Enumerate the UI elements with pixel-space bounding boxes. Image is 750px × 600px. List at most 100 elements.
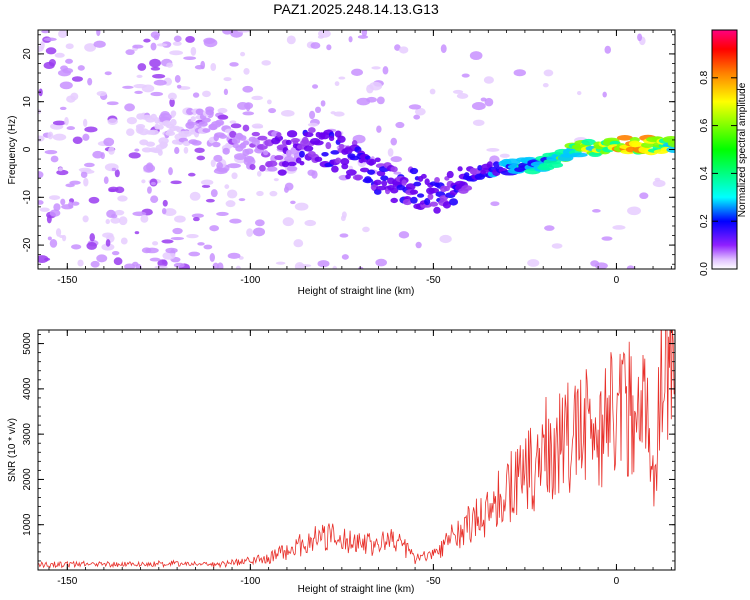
spectral-blob	[128, 152, 141, 159]
y-tick-label: 1000	[22, 513, 33, 536]
spectral-blob	[320, 100, 326, 107]
spectral-blob	[60, 198, 66, 206]
spectral-blob	[47, 131, 54, 140]
ridge-blob	[424, 198, 431, 206]
ridge-blob	[290, 138, 300, 143]
spectral-blob	[154, 265, 168, 269]
ridge-blob	[229, 130, 237, 138]
spectral-blob	[93, 40, 106, 48]
spectral-blob	[413, 114, 421, 120]
spectral-blob	[340, 215, 346, 222]
ridge-blob	[334, 130, 342, 138]
ridge-blob	[366, 158, 377, 166]
ridge-blob	[346, 169, 357, 176]
spectral-blob	[452, 89, 464, 94]
ridge-blob	[390, 197, 398, 204]
spectral-blob	[193, 216, 200, 222]
spectral-blob	[304, 219, 317, 227]
ridge-blob	[331, 165, 339, 173]
spectral-blob	[161, 207, 167, 215]
spectral-blob	[225, 200, 236, 208]
x-tick-label: 0	[614, 275, 620, 286]
y-tick-label: 4000	[22, 377, 33, 400]
spectral-blob	[64, 116, 69, 126]
spectral-blob	[173, 35, 182, 42]
y-tick-label: -10	[22, 190, 33, 205]
spectral-blob	[108, 146, 115, 155]
spectral-blob	[251, 95, 263, 101]
spectral-blob	[59, 81, 73, 90]
chart-title: PAZ1.2025.248.14.13.G13	[273, 1, 439, 17]
x-tick-label: -50	[426, 576, 441, 587]
spectral-blob	[143, 164, 156, 173]
ridge-blob	[486, 161, 493, 169]
ridge-blob	[215, 119, 224, 126]
spectral-blob	[49, 209, 61, 217]
spectral-blob	[375, 258, 388, 267]
spectral-blob	[637, 33, 643, 42]
bottom-x-axis-label: Height of straight line (km)	[298, 584, 415, 595]
spectral-blob	[469, 51, 483, 61]
ridge-blob	[405, 183, 416, 191]
spectral-blob	[414, 107, 426, 116]
ridge-blob	[243, 155, 255, 163]
spectral-blob	[152, 73, 166, 79]
ridge-blob	[434, 176, 440, 183]
ridge-blob	[198, 121, 208, 127]
spectral-blob	[188, 251, 201, 257]
ridge-blob	[389, 187, 399, 194]
spectral-blob	[240, 51, 246, 57]
spectral-blob	[398, 231, 410, 239]
spectral-blob	[161, 239, 174, 244]
ridge-blob	[428, 187, 440, 194]
colorbar-tick-label: 0.6	[699, 118, 710, 132]
ridge-blob	[314, 156, 323, 162]
spectral-blob	[126, 128, 135, 137]
spectral-blob	[104, 163, 119, 172]
spectral-blob	[203, 37, 216, 44]
spectral-blob	[172, 41, 182, 46]
x-tick-label: -100	[240, 275, 260, 286]
ridge-blob	[267, 160, 278, 167]
spectral-blob	[170, 236, 184, 241]
spectral-blob	[338, 76, 346, 80]
spectral-blob	[102, 232, 114, 238]
spectral-blob	[576, 91, 582, 96]
x-tick-label: -50	[426, 275, 441, 286]
spectral-blob	[174, 215, 186, 223]
ridge-blob	[251, 131, 260, 137]
spectral-blob	[210, 63, 217, 71]
spectral-blob	[484, 97, 494, 107]
ridge-blob	[374, 157, 381, 163]
spectral-blob	[150, 195, 159, 204]
ridge-blob	[186, 107, 194, 115]
top-x-axis-label: Height of straight line (km)	[298, 286, 415, 297]
ridge-blob	[257, 135, 268, 141]
ridge-blob	[422, 203, 432, 208]
spectral-blob	[141, 179, 146, 184]
spectral-blob	[238, 198, 246, 202]
spectral-blob	[162, 199, 168, 207]
spectral-blob	[318, 30, 331, 38]
spectral-blob	[652, 179, 666, 188]
spectral-blob	[376, 96, 385, 105]
spectral-blob	[210, 159, 216, 168]
ridge-blob	[569, 152, 588, 158]
spectral-blob	[398, 46, 409, 54]
ridge-blob	[375, 185, 387, 191]
ridge-blob	[337, 135, 346, 143]
spectral-blob	[77, 65, 85, 71]
spectral-blob	[256, 190, 264, 197]
spectral-blob	[111, 167, 117, 172]
spectral-blob	[55, 228, 62, 237]
spectral-blob	[43, 37, 57, 42]
spectral-blob	[483, 76, 494, 84]
spectral-blob	[54, 52, 65, 58]
spectral-blob	[111, 251, 120, 256]
spectral-blob	[90, 260, 100, 268]
ridge-blob	[156, 124, 164, 130]
ridge-blob	[308, 127, 316, 134]
ridge-blob	[170, 110, 177, 117]
spectral-blob	[44, 150, 58, 155]
spectral-blob	[294, 262, 305, 269]
